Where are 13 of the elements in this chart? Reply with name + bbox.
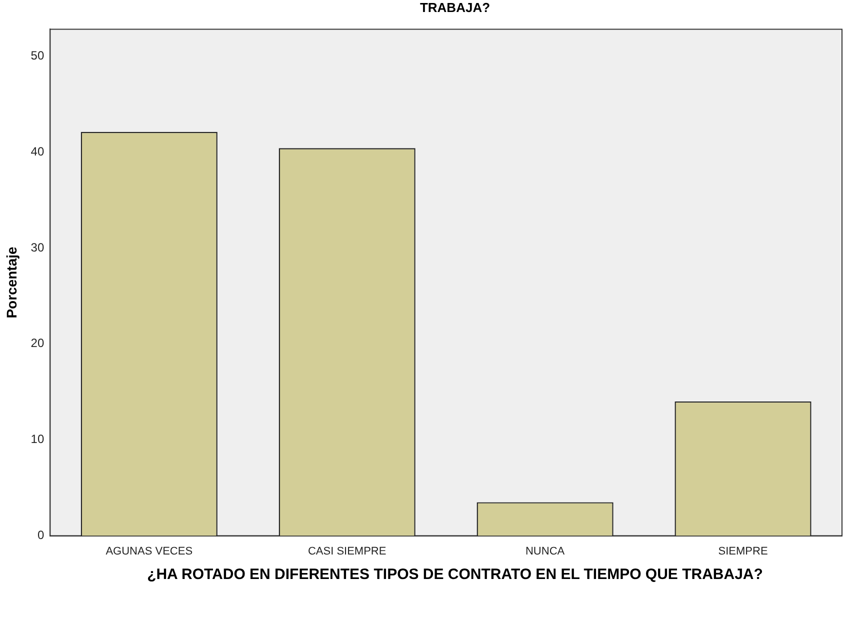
y-tick-label: 40 xyxy=(30,144,44,158)
y-tick-label: 10 xyxy=(30,432,44,446)
chart-title: TRABAJA? xyxy=(418,0,492,16)
x-tick-label: AGUNAS VECES xyxy=(106,545,193,558)
x-tick-label: NUNCA xyxy=(525,545,566,558)
x-tick-label: SIEMPRE xyxy=(718,545,768,558)
y-tick-label: 50 xyxy=(30,48,44,62)
x-axis-title: ¿HA ROTADO EN DIFERENTES TIPOS DE CONTRATO EN EL TIEMPO QUE TRABAJA? xyxy=(146,566,764,583)
y-tick-label: 0 xyxy=(37,528,44,542)
y-axis-title: Porcentaje xyxy=(3,246,20,318)
x-tick-label: CASI SIEMPRE xyxy=(308,545,386,558)
y-tick-label: 20 xyxy=(30,336,44,350)
y-tick-label: 30 xyxy=(30,240,44,254)
